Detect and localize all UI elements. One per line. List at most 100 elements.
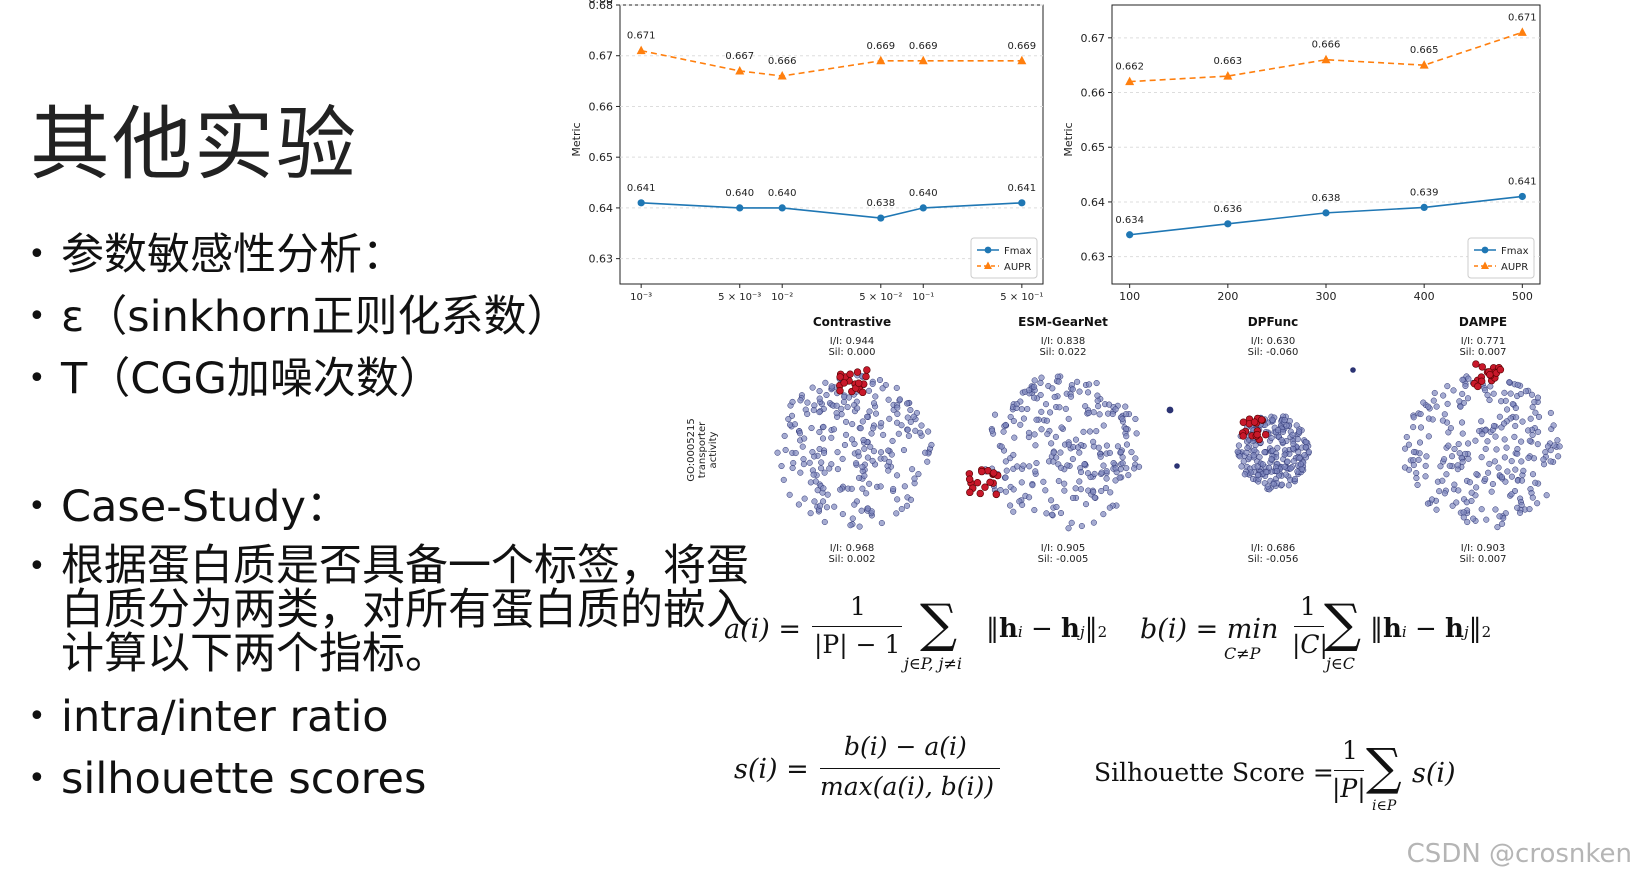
- embedding-point: [848, 485, 855, 492]
- embedding-point: [1486, 460, 1493, 467]
- data-point: [1125, 76, 1135, 86]
- slide-title: 其他实验: [30, 98, 358, 191]
- embedding-point: [1007, 502, 1014, 509]
- data-point: [1420, 203, 1428, 212]
- embedding-point: [1464, 519, 1471, 526]
- positive-point: [992, 490, 1001, 499]
- embedding-point: [1481, 387, 1489, 394]
- embedding-point: [821, 518, 828, 526]
- embedding-point: [1020, 415, 1027, 422]
- y-tick-label: 0.66: [589, 100, 614, 113]
- embedding-point: [1072, 436, 1080, 443]
- embedding-point: [925, 428, 932, 435]
- embedding-point: [861, 472, 868, 479]
- embedding-point: [819, 435, 827, 442]
- legend-label: Fmax: [1501, 246, 1529, 257]
- embedding-point: [1031, 377, 1038, 384]
- embedding-point: [1285, 482, 1292, 489]
- positive-point: [1486, 370, 1494, 379]
- embedding-point: [804, 399, 811, 406]
- y-tick-label: 0.68: [589, 0, 614, 6]
- embedding-point: [1451, 445, 1458, 453]
- embedding-point: [1086, 381, 1093, 388]
- x-tick-label: 100: [1119, 290, 1140, 303]
- x-tick-label: 200: [1217, 290, 1238, 303]
- positive-point: [978, 467, 986, 476]
- embedding-point: [1455, 487, 1462, 494]
- embedding-point: [1543, 492, 1550, 499]
- data-label: 0.666: [768, 56, 797, 67]
- embedding-point: [807, 510, 814, 517]
- embedding-point: [895, 430, 902, 437]
- embedding-point: [838, 405, 845, 412]
- embedding-point: [1031, 431, 1038, 438]
- embedding-point: [781, 432, 788, 439]
- positive-point: [1257, 416, 1266, 424]
- embedding-point: [1501, 436, 1508, 443]
- data-label: 0.669: [909, 41, 938, 52]
- embedding-point: [1401, 464, 1408, 471]
- legend-marker: [984, 261, 992, 269]
- embedding-point: [1274, 444, 1281, 451]
- embedding-point: [1038, 426, 1045, 433]
- embedding-point: [864, 505, 871, 512]
- fraction-bar: [1294, 626, 1324, 627]
- embedding-point: [1106, 449, 1113, 456]
- bullet-text: ε（sinkhorn正则化系数）: [61, 292, 570, 342]
- embedding-point: [896, 396, 903, 403]
- embedding-point: [870, 448, 877, 455]
- embedding-point: [1525, 454, 1532, 461]
- embedding-point: [821, 469, 828, 476]
- embedding-point: [1025, 429, 1033, 436]
- embedding-point: [1032, 468, 1039, 475]
- embedding-point: [1445, 442, 1452, 449]
- x-tick-label: 5 × 10⁻²: [859, 292, 902, 303]
- embedding-point: [841, 441, 848, 449]
- embedding-point: [903, 502, 911, 509]
- bullet-dot-icon: •: [28, 549, 46, 584]
- formula-b: b(i) = min C≠P 1 |C| ∑ j∈C ‖hi − hj‖2: [1140, 592, 1530, 682]
- embedding-point: [1238, 463, 1245, 470]
- embedding-point: [1051, 393, 1058, 400]
- fraction-bar: [812, 626, 902, 627]
- embedding-point: [1423, 453, 1430, 460]
- embedding-point: [1482, 445, 1489, 452]
- embedding-point: [1123, 441, 1131, 448]
- embedding-point: [1068, 519, 1075, 526]
- embedding-point: [849, 515, 856, 522]
- embedding-point: [1534, 500, 1541, 507]
- embedding-point: [889, 437, 896, 444]
- embedding-point: [774, 449, 781, 456]
- embedding-point: [828, 383, 835, 390]
- embedding-point: [1117, 448, 1124, 456]
- embedding-point: [797, 469, 804, 476]
- embedding-point: [904, 414, 911, 421]
- embedding-point: [1123, 465, 1130, 472]
- embedding-point: [872, 410, 880, 417]
- embedding-point: [1498, 474, 1505, 481]
- embedding-point: [894, 472, 901, 479]
- embedding-point: [1076, 449, 1083, 456]
- bullet-text: 参数敏感性分析：: [61, 230, 405, 280]
- embedding-point: [1067, 393, 1075, 400]
- embedding-point: [900, 447, 908, 454]
- embedding-point: [991, 411, 999, 418]
- x-tick-label: 5 × 10⁻³: [718, 292, 761, 303]
- embedding-point: [1504, 468, 1511, 475]
- embedding-point: [1454, 462, 1461, 469]
- positive-point: [973, 478, 982, 487]
- data-point: [1223, 71, 1233, 80]
- embedding-point: [849, 421, 856, 428]
- embedding-point: [1425, 403, 1432, 410]
- formula-b-min-sub: C≠P: [1224, 644, 1261, 663]
- x-tick-label: 500: [1512, 290, 1533, 303]
- embedding-point: [1294, 436, 1301, 443]
- embedding-point: [1069, 456, 1076, 463]
- embedding-point: [1042, 487, 1049, 494]
- bullet-dot-icon: •: [28, 237, 46, 272]
- positive-point: [1253, 430, 1261, 439]
- embedding-point: [1268, 434, 1275, 442]
- embedding-point: [812, 478, 819, 485]
- embedding-point: [1512, 404, 1519, 412]
